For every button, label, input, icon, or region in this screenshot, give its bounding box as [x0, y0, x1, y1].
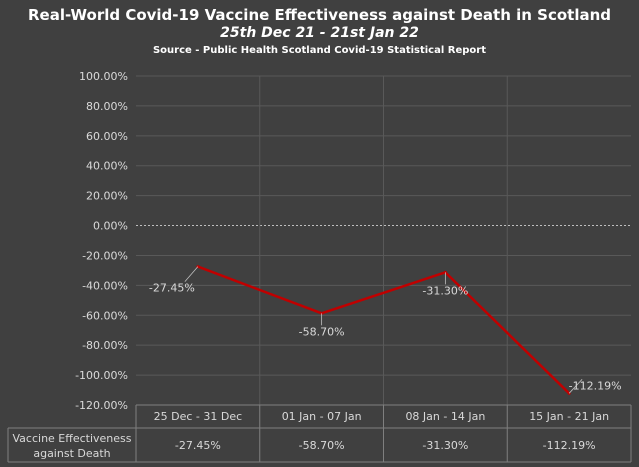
y-tick-label: -80.00% [82, 339, 128, 352]
y-tick-label: 20.00% [86, 190, 128, 203]
table-row-header: against Death [33, 447, 110, 460]
y-tick-label: -120.00% [75, 399, 128, 412]
chart-title: Real-World Covid-19 Vaccine Effectivenes… [27, 6, 612, 24]
label-leader-line [184, 266, 199, 282]
y-tick-label: -20.00% [82, 249, 128, 262]
y-tick-label: -100.00% [75, 369, 128, 382]
chart-source: Source - Public Health Scotland Covid-19… [152, 45, 486, 56]
x-axis-category-labels: 25 Dec - 31 Dec 01 Jan - 07 Jan 08 Jan - 1… [154, 410, 609, 423]
x-category-label: 25 Dec - 31 Dec [154, 410, 243, 423]
table-cell: -31.30% [422, 439, 468, 452]
x-category-label: 15 Jan - 21 Jan [529, 410, 609, 423]
y-tick-label: 0.00% [93, 220, 128, 233]
data-label: -58.70% [299, 325, 345, 338]
y-tick-label: 40.00% [86, 160, 128, 173]
y-tick-label: -40.00% [82, 279, 128, 292]
data-label: -31.30% [422, 284, 468, 297]
data-label: -112.19% [569, 379, 622, 392]
chart-subtitle: 25th Dec 21 - 21st Jan 22 [220, 25, 419, 41]
y-axis-tick-labels: 100.00% 80.00% 60.00% 40.00% 20.00% 0.00% -20.… [75, 70, 128, 412]
label-leader-line [568, 379, 583, 394]
data-table: Vaccine Effectiveness against Death -27.45… [7, 404, 632, 463]
gridlines [136, 75, 631, 406]
table-cell: -58.70% [299, 439, 345, 452]
x-category-label: 08 Jan - 14 Jan [405, 410, 485, 423]
y-tick-label: -60.00% [82, 309, 128, 322]
data-labels: -27.45% -58.70% -31.30% -112.19% [149, 266, 622, 394]
table-cell: -27.45% [175, 439, 221, 452]
series-line [197, 265, 570, 395]
y-tick-label: 60.00% [86, 130, 128, 143]
y-tick-label: 100.00% [79, 70, 128, 83]
table-cell: -112.19% [543, 439, 596, 452]
table-row-header: Vaccine Effectiveness [13, 432, 132, 445]
data-label: -27.45% [149, 282, 195, 295]
x-category-label: 01 Jan - 07 Jan [282, 410, 362, 423]
y-tick-label: 80.00% [86, 100, 128, 113]
